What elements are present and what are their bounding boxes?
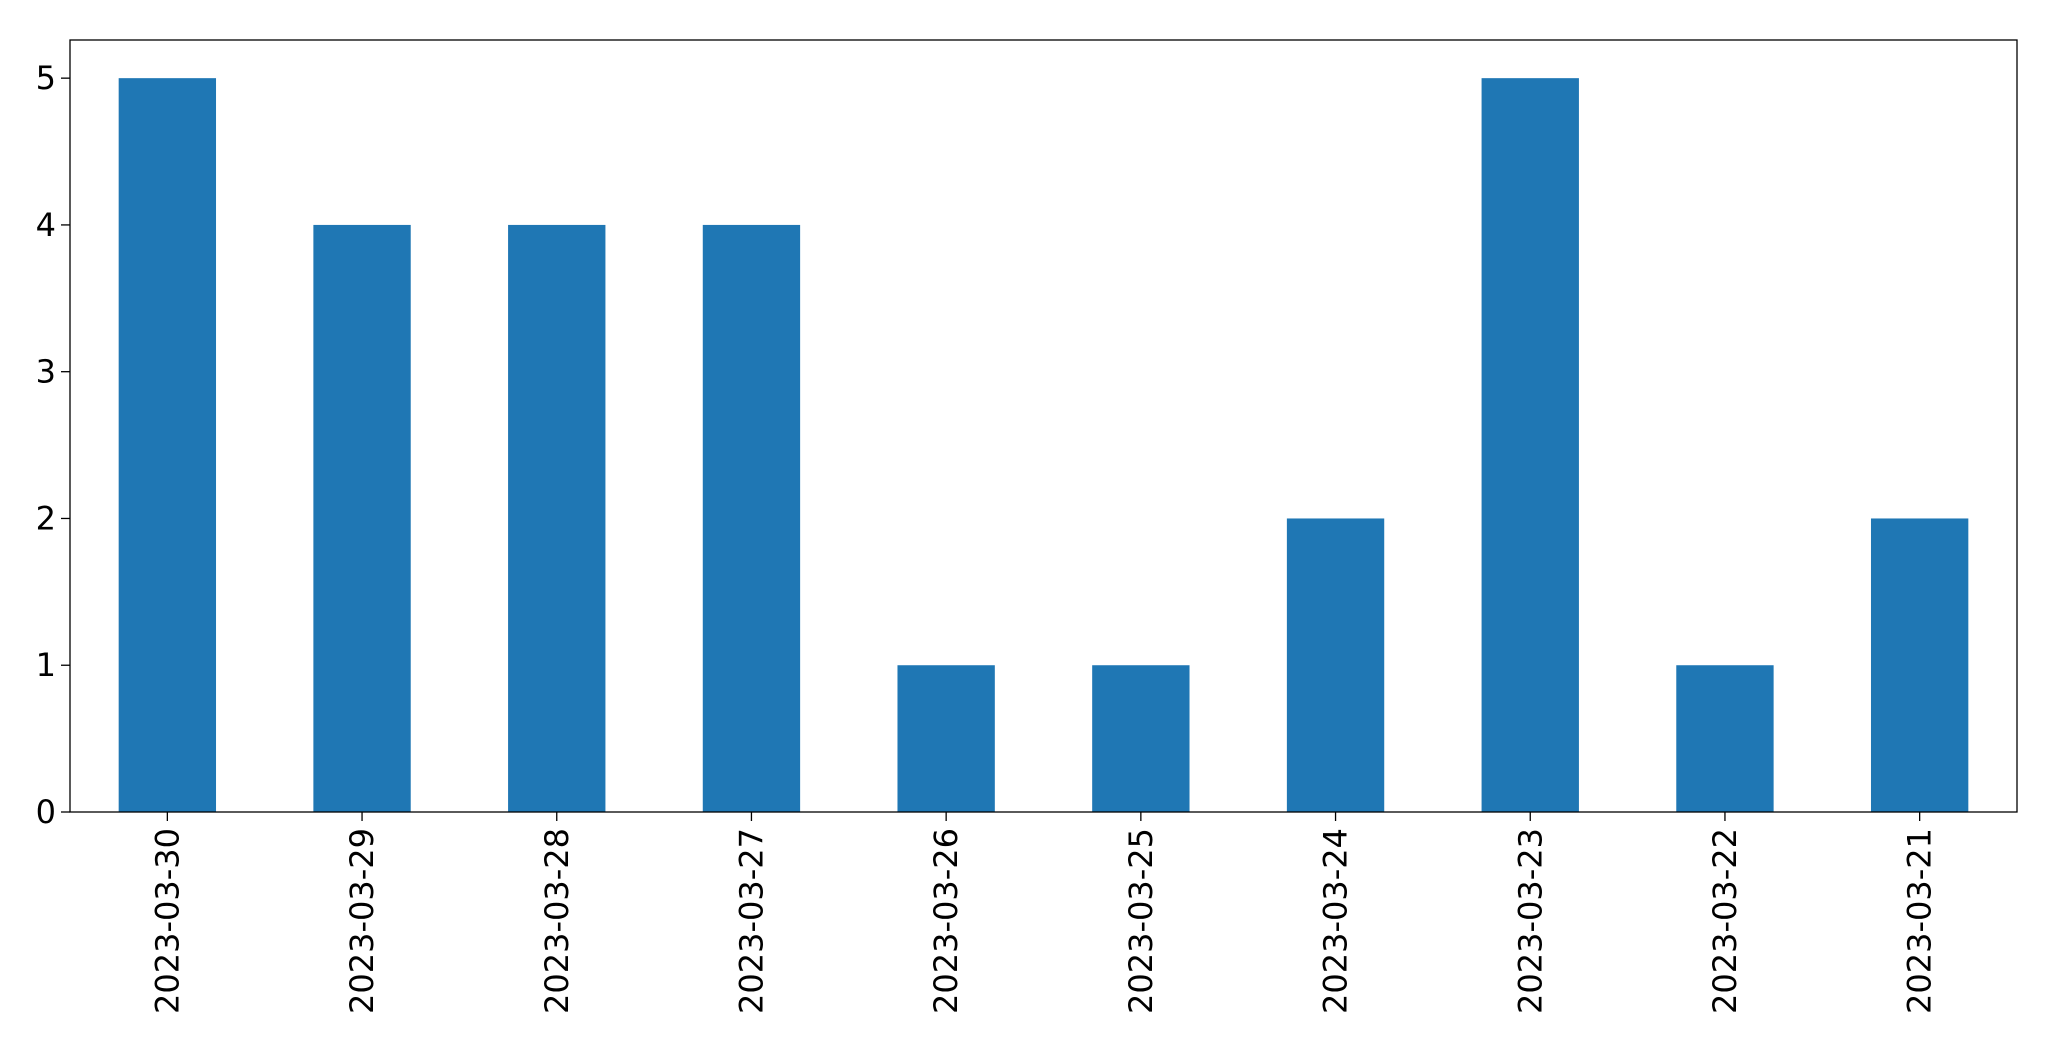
y-axis: 0 1 2 3 4 5 — [36, 59, 70, 831]
y-tick-label: 0 — [36, 793, 56, 831]
x-tick-label: 2023-03-28 — [538, 828, 576, 1014]
bar-2023-03-27 — [702, 224, 801, 813]
x-tick-label: 2023-03-29 — [343, 828, 381, 1014]
bar-2023-03-28 — [508, 224, 606, 813]
bar-2023-03-23 — [1481, 78, 1579, 813]
x-tick-label: 2023-03-25 — [1122, 828, 1160, 1014]
x-tick-label: 2023-03-22 — [1706, 828, 1744, 1014]
y-tick-label: 2 — [36, 499, 56, 537]
x-tick-label: 2023-03-24 — [1317, 828, 1355, 1014]
y-tick-label: 3 — [36, 353, 56, 391]
x-tick-label: 2023-03-30 — [148, 828, 186, 1014]
y-tick-label: 4 — [36, 206, 56, 244]
x-tick-label: 2023-03-23 — [1511, 828, 1549, 1014]
bar-2023-03-24 — [1286, 518, 1385, 812]
bar-2023-03-25 — [1092, 665, 1190, 812]
y-tick-label: 5 — [36, 59, 56, 97]
bar-2023-03-26 — [897, 665, 995, 812]
x-tick-label: 2023-03-21 — [1901, 828, 1939, 1014]
bar-2023-03-29 — [313, 224, 411, 813]
plot-area-frame — [69, 39, 2018, 813]
x-axis: 2023-03-30 2023-03-29 2023-03-28 2023-03-27… — [148, 812, 1939, 1014]
x-tick-label: 2023-03-27 — [732, 828, 770, 1014]
bar-2023-03-30 — [118, 78, 217, 813]
y-tick-label: 1 — [36, 646, 56, 684]
bars-group — [118, 78, 1969, 813]
bar-2023-03-22 — [1676, 665, 1774, 812]
bar-2023-03-21 — [1870, 518, 1969, 812]
x-tick-label: 2023-03-26 — [927, 828, 965, 1014]
